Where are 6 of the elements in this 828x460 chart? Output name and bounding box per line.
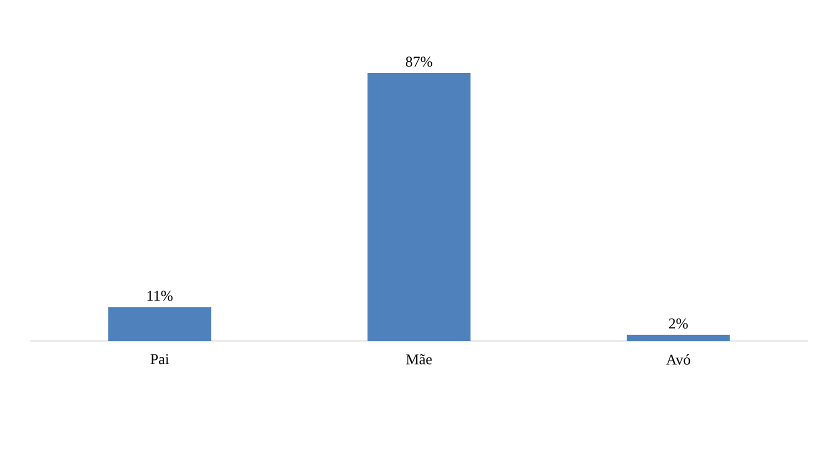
data-label: 2% xyxy=(669,318,688,329)
x-tick-label: Pai xyxy=(150,354,169,364)
x-tick-label: Mãe xyxy=(406,354,432,364)
data-label: 11% xyxy=(148,290,173,301)
x-tick-label: Avó xyxy=(666,354,690,365)
data-label: 87% xyxy=(406,56,432,67)
